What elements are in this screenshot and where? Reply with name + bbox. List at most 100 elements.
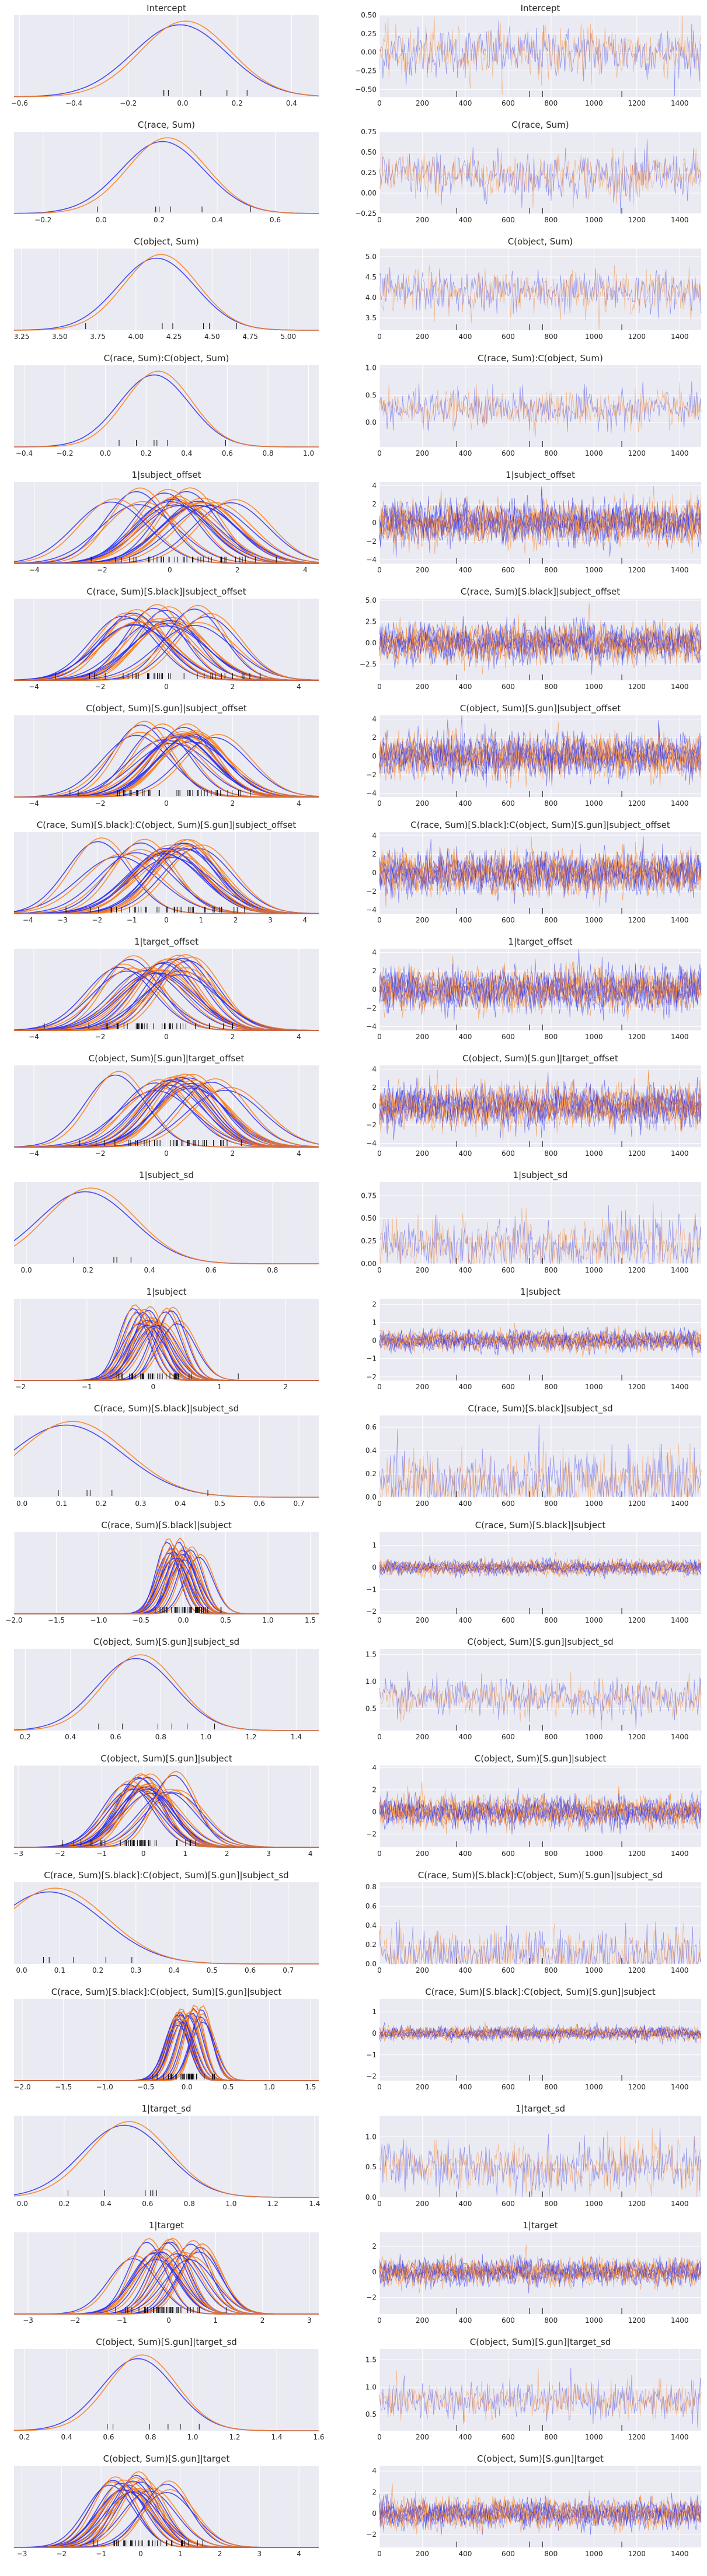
trace-ytick-label: 0 — [372, 1564, 377, 1572]
kde-xtick-label: 0.0 — [16, 1966, 27, 1974]
trace-ytick-label: 0.75 — [361, 128, 377, 136]
chart-row: 1|subject 1|subject−2 −1 0 1 2 0 200 400 600 800 10… — [14, 1287, 702, 1391]
kde-series-line — [13, 254, 319, 331]
trace-panel-title: C(object, Sum) — [508, 236, 573, 247]
trace-ytick-label: −2 — [366, 771, 377, 779]
kde-xtick-label: 1.2 — [245, 1733, 256, 1741]
trace-ytick-label: 1.0 — [365, 2383, 377, 2391]
kde-panel-title: C(race, Sum) — [138, 120, 195, 130]
trace-xtick-label: 1200 — [628, 1616, 646, 1624]
trace-ytick-label: 0.2 — [365, 1941, 377, 1949]
trace-series-line — [379, 1424, 702, 1498]
kde-series-line — [13, 1421, 319, 1498]
trace-ytick-label: 1.0 — [365, 1677, 377, 1686]
trace-xtick-label: 800 — [544, 1033, 558, 1041]
trace-xtick-label: 600 — [501, 1383, 515, 1391]
kde-series-line — [13, 849, 319, 914]
trace-xtick-label: 800 — [544, 2316, 558, 2325]
kde-xtick-label: 0.6 — [222, 449, 233, 457]
trace-series-line — [379, 1208, 702, 1264]
chart-row: C(race, Sum)[S.black]:C(object, Sum)[S.g… — [13, 1870, 702, 1974]
kde-xtick-label: 5.00 — [280, 333, 296, 341]
trace-xtick-label: 1200 — [628, 799, 646, 808]
kde-xtick-label: 2 — [234, 916, 238, 924]
trace-series-line — [379, 2025, 702, 2044]
trace-ytick-label: 2.5 — [365, 617, 377, 625]
kde-xtick-label: 0.2 — [232, 99, 243, 107]
trace-xtick-label: 400 — [458, 1033, 472, 1041]
trace-ytick-label: 2 — [372, 733, 377, 742]
trace-series-line — [379, 489, 702, 544]
trace-plot-area — [379, 1532, 701, 1614]
trace-xtick-label: 200 — [416, 449, 429, 457]
trace-xtick-label: 1000 — [585, 2433, 603, 2441]
kde-xtick-label: 3.50 — [52, 333, 68, 341]
kde-xtick-label: 0.2 — [19, 2433, 30, 2441]
kde-series-line — [13, 2354, 319, 2431]
trace-xtick-label: 400 — [458, 1149, 472, 1158]
trace-xtick-label: 600 — [501, 2200, 515, 2208]
trace-ytick-label: 0.2 — [365, 1470, 377, 1478]
kde-xtick-label: −2.0 — [5, 1616, 22, 1624]
kde-xtick-label: −0.2 — [120, 99, 137, 107]
kde-xtick-label: 0.2 — [92, 1966, 103, 1974]
kde-xtick-label: 1.0 — [303, 449, 314, 457]
kde-xtick-label: 0.8 — [155, 1733, 166, 1741]
trace-panel-title: C(object, Sum)[S.gun]|target_offset — [462, 1053, 618, 1064]
trace-ytick-label: 0 — [372, 1102, 377, 1110]
kde-panel-title: 1|target_offset — [134, 936, 198, 948]
trace-xtick-label: 1200 — [628, 1850, 646, 1858]
kde-xtick-label: 0.6 — [254, 1500, 265, 1508]
trace-ytick-label: 0 — [372, 752, 377, 760]
kde-xtick-label: 0 — [164, 799, 169, 808]
trace-ytick-label: 0 — [372, 1337, 377, 1345]
trace-xtick-label: 0 — [377, 2550, 382, 2558]
trace-xtick-label: 0 — [377, 2200, 382, 2208]
trace-ytick-label: −2 — [366, 537, 377, 546]
kde-xtick-label: 0.8 — [262, 449, 273, 457]
trace-ytick-label: −2.5 — [360, 660, 377, 668]
trace-xtick-label: 1000 — [585, 449, 603, 457]
trace-xtick-label: 1400 — [671, 1383, 689, 1391]
trace-plot-area — [379, 1649, 701, 1731]
trace-xtick-label: 600 — [501, 1733, 515, 1741]
trace-xtick-label: 800 — [544, 1149, 558, 1158]
trace-xtick-label: 400 — [458, 1500, 472, 1508]
kde-plot-area — [14, 249, 319, 330]
trace-plot-area — [379, 365, 701, 447]
kde-xtick-label: 0 — [164, 916, 169, 924]
kde-xtick-label: −2 — [95, 1033, 106, 1041]
trace-series-line — [379, 1326, 702, 1358]
kde-xtick-label: 1.0 — [264, 2083, 275, 2091]
kde-xtick-label: −4 — [29, 566, 40, 574]
chart-row: C(race, Sum):C(object, Sum) C(race, Sum):… — [13, 353, 702, 457]
kde-xtick-label: 0.3 — [130, 1966, 141, 1974]
kde-xtick-label: −1 — [96, 1850, 107, 1858]
trace-series-line — [379, 836, 702, 899]
trace-xtick-label: 1400 — [671, 683, 689, 691]
kde-xtick-label: 0.4 — [169, 1966, 180, 1974]
trace-ytick-label: −4 — [366, 789, 377, 798]
trace-xtick-label: 1400 — [671, 1966, 689, 1974]
trace-series-line — [379, 382, 702, 437]
trace-ytick-label: 0.25 — [361, 1237, 377, 1245]
trace-xtick-label: 1000 — [585, 2083, 603, 2091]
trace-xtick-label: 1400 — [671, 333, 689, 341]
trace-ytick-label: −4 — [366, 906, 377, 914]
kde-xtick-label: 1.2 — [267, 2200, 278, 2208]
trace-ytick-label: −1 — [366, 1355, 377, 1363]
trace-xtick-label: 600 — [501, 2316, 515, 2325]
trace-xtick-label: 1000 — [585, 2550, 603, 2558]
kde-xtick-label: 2 — [235, 566, 240, 574]
trace-xtick-label: 400 — [458, 1733, 472, 1741]
kde-xtick-label: −0.5 — [137, 2083, 154, 2091]
trace-series-line — [379, 2127, 702, 2198]
kde-panel-title: C(race, Sum):C(object, Sum) — [104, 353, 229, 363]
kde-xtick-label: 1.4 — [271, 2433, 282, 2441]
trace-ytick-label: −4 — [366, 556, 377, 564]
chart-row: C(object, Sum)[S.gun]|subject_sd C(object… — [13, 1637, 702, 1741]
trace-series-line — [379, 1202, 702, 1264]
trace-panel-title: Intercept — [521, 3, 560, 13]
trace-ytick-label: 0.0 — [365, 1493, 377, 1501]
